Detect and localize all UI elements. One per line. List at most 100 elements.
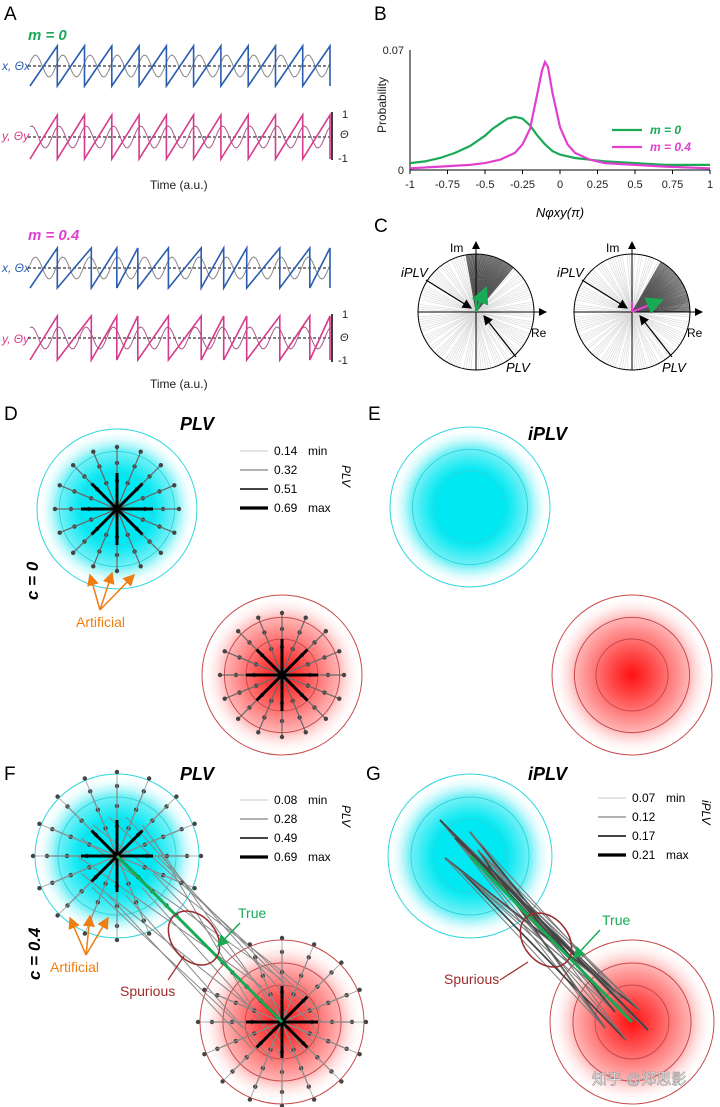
legend-d: 0.14 min 0.32 0.51 0.69 max: [240, 444, 331, 515]
chart-legend: m = 0 m = 0.4: [612, 123, 691, 154]
red-d-node: [323, 628, 329, 634]
cyan-f-node: [30, 853, 36, 859]
red-blob-e-ring-2: [551, 594, 713, 756]
red-f-edge: [281, 1021, 360, 1055]
polar-ray-faint: [611, 257, 633, 313]
row-label-c04: c = 0.4: [25, 927, 44, 980]
network-g: [387, 773, 715, 1105]
cyan-d-node: [57, 530, 62, 535]
red-blob-g-ring-1: [572, 962, 692, 1082]
cyan-f-node: [114, 937, 120, 943]
row-label-c0: c = 0: [23, 561, 42, 600]
polar-ray-faint: [434, 311, 477, 354]
polar-ray-faint: [468, 311, 477, 370]
polar-ray-faint: [575, 311, 633, 325]
cyan-d-node: [158, 462, 164, 468]
polar-ray-faint: [631, 257, 653, 313]
red-f-edge: [249, 944, 283, 1023]
red-f-node: [220, 1079, 225, 1084]
polar-ray-faint: [631, 311, 664, 362]
y-sine-trace: [29, 125, 331, 149]
polar-ray-faint: [619, 255, 633, 313]
polar-ray-faint: [602, 311, 633, 363]
red-f-node: [202, 1051, 207, 1057]
cyan-blob-g-ring-1: [410, 796, 530, 916]
legend-value-2: 0.49: [274, 831, 298, 845]
red-f-node: [202, 987, 207, 993]
legend-tag-0: min: [308, 444, 327, 458]
cyan-d-edge: [92, 451, 118, 510]
polar-ray-faint: [592, 311, 633, 355]
polar-ray-faint: [626, 311, 633, 370]
polar-ray-faint: [574, 304, 633, 313]
polar-ray-faint: [475, 276, 523, 313]
traces-m04: [28, 244, 331, 363]
polar-ray-faint: [631, 311, 640, 370]
y-theta-label-top: y, Θy: [1, 129, 30, 143]
artificial-label-f: Artificial: [50, 959, 99, 975]
spurious-ellipse-g: [519, 912, 573, 968]
red-d-edge: [224, 650, 283, 676]
cross-edge-f: [108, 816, 321, 1012]
x-tick-label: 1: [707, 179, 713, 191]
scale-bottom-1: 1: [342, 309, 348, 321]
red-d-node: [222, 649, 227, 654]
polar-ray-faint: [475, 311, 534, 323]
traces-m0: [28, 43, 331, 162]
polar-ray-faint: [475, 311, 508, 362]
polar-ray-faint: [475, 278, 524, 313]
red-d-node: [279, 734, 285, 740]
polar-ray-faint: [475, 311, 489, 369]
polar-ray-faint: [614, 256, 633, 313]
chart-x-ticks: -1 -0.75 -0.5 -0.25 0 0.25 0.5 0.75 1: [405, 170, 713, 191]
x-theta-label-top: x, Θx: [1, 59, 31, 73]
polar-ray-faint: [421, 291, 477, 313]
polar-ray-faint: [424, 311, 477, 340]
red-f-node: [311, 942, 317, 947]
legend-label-0: m = 0: [650, 123, 681, 137]
red-blob-e-gradient: [552, 595, 712, 755]
polar-ray-faint: [418, 311, 477, 320]
polar-ray-faint: [594, 311, 633, 357]
panel-label-d: D: [4, 404, 18, 425]
cross-edge-f: [107, 894, 253, 1050]
spurious-label-g: Spurious: [444, 971, 499, 987]
legend-value-1: 0.12: [632, 810, 656, 824]
plv-pointer: [483, 315, 517, 358]
red-f-node: [195, 1019, 201, 1025]
polar-ray-faint: [475, 289, 530, 313]
cyan-d-edge: [116, 484, 175, 510]
polar-ray-faint: [631, 254, 643, 313]
cyan-d-node: [70, 462, 76, 468]
y-tick-label: 0.07: [383, 45, 404, 57]
polar-ray-faint: [579, 311, 633, 337]
polar-ray-faint: [475, 311, 499, 366]
cyan-f-edge: [84, 778, 118, 857]
plv-label: PLV: [506, 360, 531, 375]
x-tick-label: -0.5: [476, 179, 495, 191]
red-d-node: [235, 628, 241, 634]
legend-g: 0.07 min 0.12 0.17 0.21 max: [598, 791, 689, 862]
scale-top-theta: Θ: [340, 129, 349, 141]
polar-ray-dense: [631, 261, 662, 313]
cyan-d-node: [91, 449, 96, 454]
cross-edge-g: [487, 865, 649, 1031]
polar-ray-faint: [582, 311, 633, 344]
y-sawtooth-trace: [29, 313, 331, 363]
polar-ray-faint: [419, 299, 477, 313]
red-d-edge: [281, 674, 340, 700]
polar-ray-faint: [475, 306, 534, 313]
iplv-pointer: [425, 279, 473, 309]
polar-ray-faint: [631, 311, 638, 370]
cyan-f-edge: [39, 855, 118, 889]
polar-ray-faint: [475, 311, 492, 369]
polar-ray-faint: [611, 311, 633, 367]
polar-ray-faint: [475, 284, 528, 313]
legend-value-3: 0.69: [274, 501, 298, 515]
artificial-arrows-f: [68, 914, 109, 956]
polar-ray-faint: [574, 306, 633, 313]
polar-ray-faint: [420, 311, 477, 330]
red-d-strong-edge: [255, 648, 309, 702]
cross-edge-f: [141, 886, 297, 1060]
